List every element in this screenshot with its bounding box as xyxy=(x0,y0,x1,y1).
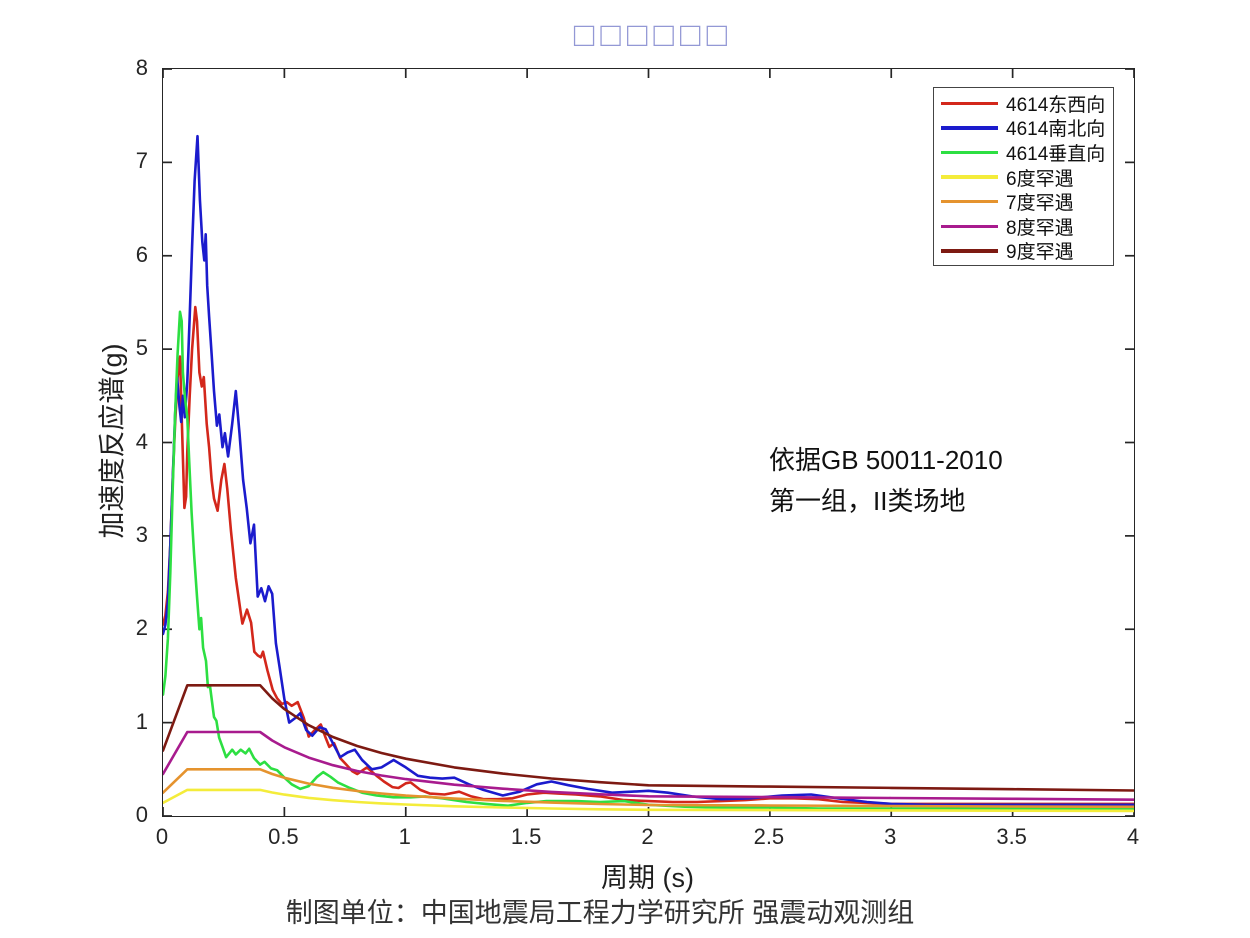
legend-line-sample xyxy=(941,249,998,253)
y-tick-label: 5 xyxy=(135,335,148,361)
x-tick-label: 1.5 xyxy=(510,824,542,849)
annotation-line-1: 依据GB 50011-2010 xyxy=(769,445,1003,475)
x-tick-label: 0 xyxy=(155,824,169,849)
spectra-plot xyxy=(163,69,1134,816)
legend-line-sample xyxy=(941,224,998,228)
legend-item-4614-ud: 4614垂直向 xyxy=(934,140,1113,165)
x-tick-label: 1 xyxy=(398,824,411,849)
legend-label: 8度罕遇 xyxy=(1006,217,1074,239)
legend-item-4614-ns: 4614南北向 xyxy=(934,116,1113,141)
legend-label: 9度罕遇 xyxy=(1006,242,1074,264)
legend-line-sample xyxy=(941,199,998,204)
x-tick-label: 2 xyxy=(641,824,654,849)
legend: 4614东西向 4614南北向 4614垂直向 6度罕遇 7度罕遇 8度罕遇 9度罕遇 xyxy=(933,87,1114,266)
x-tick-label: 4 xyxy=(1126,824,1140,849)
legend-line-sample xyxy=(941,175,998,179)
legend-line-sample xyxy=(941,101,998,105)
series-line-rare-8 xyxy=(163,730,1134,802)
series-line-4614-ew xyxy=(163,305,1134,806)
legend-label: 4614东西向 xyxy=(1006,94,1106,116)
legend-label: 6度罕遇 xyxy=(1006,168,1074,190)
figure-title: □□□□□□ xyxy=(573,16,734,54)
x-tick-label: 3 xyxy=(884,824,897,849)
y-tick-label: 4 xyxy=(135,428,148,454)
y-tick-label: 7 xyxy=(135,148,148,174)
x-tick-label: 0.5 xyxy=(268,824,299,849)
x-tick-label: 3.5 xyxy=(996,824,1027,849)
legend-item-4614-ew: 4614东西向 xyxy=(934,91,1113,116)
y-tick-label: 6 xyxy=(135,241,148,267)
source-caption: 制图单位：中国地震局工程力学研究所 强震动观测组 xyxy=(285,898,915,928)
y-tick-label: 1 xyxy=(135,708,148,734)
legend-line-sample xyxy=(941,126,998,130)
legend-item-rare-8: 8度罕遇 xyxy=(934,214,1113,239)
legend-label: 4614南北向 xyxy=(1006,119,1106,141)
x-axis-label: 周期 (s) xyxy=(601,863,694,893)
series-line-4614-ns xyxy=(163,134,1134,807)
y-tick-label: 3 xyxy=(135,521,148,547)
code-reference-annotation: 依据GB 50011-2010 第一组，II类场地 xyxy=(769,440,1003,522)
legend-label: 7度罕遇 xyxy=(1006,193,1074,215)
y-tick-label: 8 xyxy=(135,55,148,80)
series-line-rare-9 xyxy=(163,683,1134,792)
y-tick-label: 0 xyxy=(135,802,148,827)
legend-label: 4614垂直向 xyxy=(1006,143,1106,165)
series-line-rare-7 xyxy=(163,767,1134,809)
series-line-4614-ud xyxy=(163,310,1134,810)
y-tick-label: 2 xyxy=(135,615,148,641)
legend-item-rare-7: 7度罕遇 xyxy=(934,189,1113,214)
legend-item-rare-9: 9度罕遇 xyxy=(934,239,1113,264)
x-tick-label: 2.5 xyxy=(753,824,785,849)
annotation-line-2: 第一组，II类场地 xyxy=(769,486,966,516)
series-line-rare-6 xyxy=(163,788,1134,813)
legend-line-sample xyxy=(941,150,998,155)
legend-item-rare-6: 6度罕遇 xyxy=(934,165,1113,190)
